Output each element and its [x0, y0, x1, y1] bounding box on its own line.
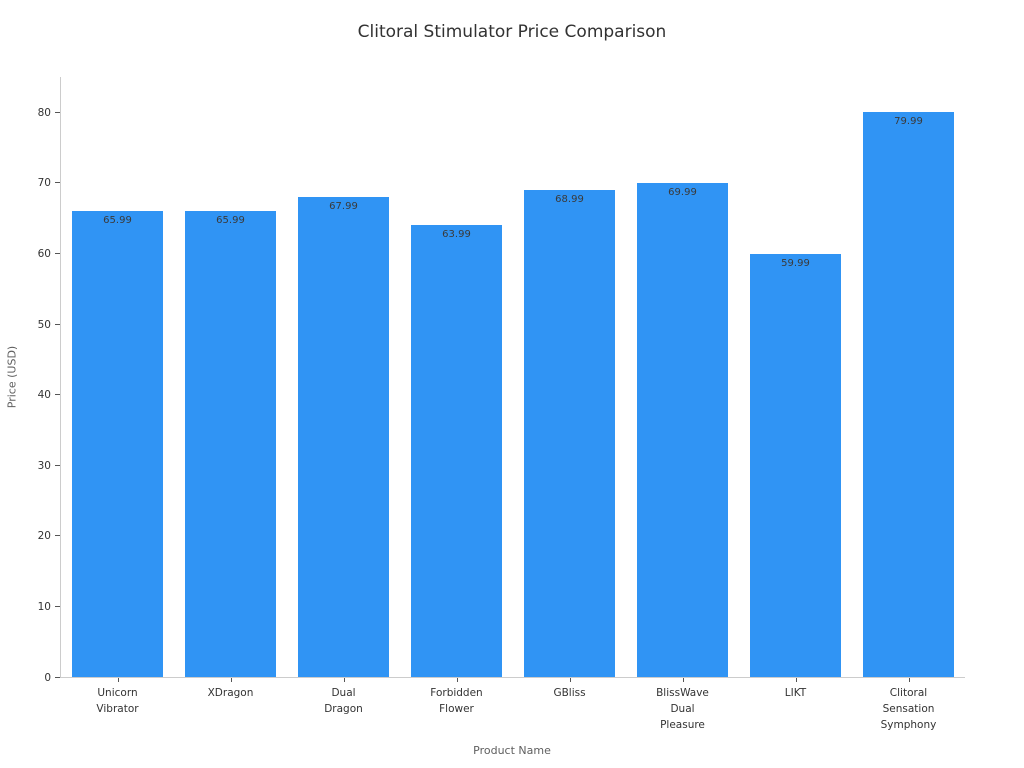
x-tick-label: Unicorn Vibrator: [58, 685, 178, 717]
x-tick-label-line: Dragon: [324, 703, 363, 715]
bar: 63.99: [411, 225, 502, 677]
x-tick-label-line: BlissWave: [656, 687, 709, 699]
x-tick-label-line: Pleasure: [660, 719, 705, 731]
x-tick-label: XDragon: [171, 685, 291, 701]
x-tick-mark: [682, 678, 684, 682]
x-tick-label-line: Vibrator: [96, 703, 139, 715]
bar-value-label: 69.99: [668, 186, 697, 198]
plot-area: 0 10 20 30 40 50 60 70 80 65.99 Unicorn Vibrator 65.…: [38, 77, 965, 731]
x-tick-label-line: LIKT: [784, 687, 807, 699]
bar: 65.99: [185, 211, 276, 677]
x-tick-label-line: GBliss: [553, 687, 586, 699]
y-tick-label: 50: [37, 318, 51, 331]
y-tick-mark: [55, 605, 60, 607]
bar-value-label: 65.99: [216, 215, 245, 227]
y-tick-mark: [55, 676, 60, 678]
y-tick-mark: [55, 464, 60, 466]
x-tick-mark: [569, 678, 571, 682]
x-tick-label-line: Dual: [331, 687, 356, 699]
x-tick-mark: [230, 678, 232, 682]
x-tick-mark: [908, 678, 910, 682]
y-tick-mark: [55, 252, 60, 254]
chart-title: Clitoral Stimulator Price Comparison: [357, 22, 667, 42]
x-tick-label-line: Sensation: [882, 703, 935, 715]
x-tick-label-line: Dual: [670, 703, 695, 715]
x-tick-label-line: XDragon: [207, 687, 254, 699]
x-axis-label: Product Name: [473, 744, 551, 757]
bar: 69.99: [637, 182, 728, 677]
bar-value-label: 65.99: [103, 215, 132, 227]
y-tick-label: 30: [37, 459, 51, 472]
x-tick-label-line: Clitoral: [889, 687, 928, 699]
x-tick-mark: [456, 678, 458, 682]
x-tick-label: GBliss: [510, 685, 630, 701]
y-tick-mark: [55, 182, 60, 184]
y-tick-label: 20: [37, 530, 51, 543]
y-tick-label: 0: [44, 671, 51, 684]
bar-value-label: 68.99: [555, 194, 584, 206]
bar: 59.99: [750, 253, 841, 677]
y-tick-mark: [55, 323, 60, 325]
x-tick-label: Forbidden Flower: [397, 685, 517, 717]
bar-value-label: 67.99: [329, 201, 358, 213]
x-tick-label-line: Forbidden: [430, 687, 483, 699]
bar-value-label: 63.99: [442, 229, 471, 241]
y-tick-label: 10: [37, 600, 51, 613]
bar-value-label: 79.99: [894, 116, 923, 128]
x-tick-label-line: Symphony: [880, 719, 937, 731]
bar: 79.99: [863, 112, 954, 677]
y-tick-label: 80: [37, 106, 51, 119]
x-tick-mark: [795, 678, 797, 682]
y-tick-label: 40: [37, 389, 51, 402]
x-tick-label-line: Unicorn: [97, 687, 138, 699]
x-tick-label: BlissWave Dual Pleasure: [623, 685, 743, 733]
x-tick-mark: [117, 678, 119, 682]
y-tick-mark: [55, 535, 60, 537]
x-tick-label-line: Flower: [439, 703, 474, 715]
x-tick-label: LIKT: [736, 685, 856, 701]
y-tick-label: 60: [37, 247, 51, 260]
bar: 65.99: [72, 211, 163, 677]
y-tick-label: 70: [37, 177, 51, 190]
bar: 67.99: [298, 197, 389, 677]
y-tick-mark: [55, 394, 60, 396]
y-tick-mark: [55, 111, 60, 113]
bar: 68.99: [524, 190, 615, 677]
x-tick-mark: [343, 678, 345, 682]
x-tick-label: Clitoral Sensation Symphony: [849, 685, 969, 733]
x-tick-label: Dual Dragon: [284, 685, 404, 717]
bar-value-label: 59.99: [781, 257, 810, 269]
